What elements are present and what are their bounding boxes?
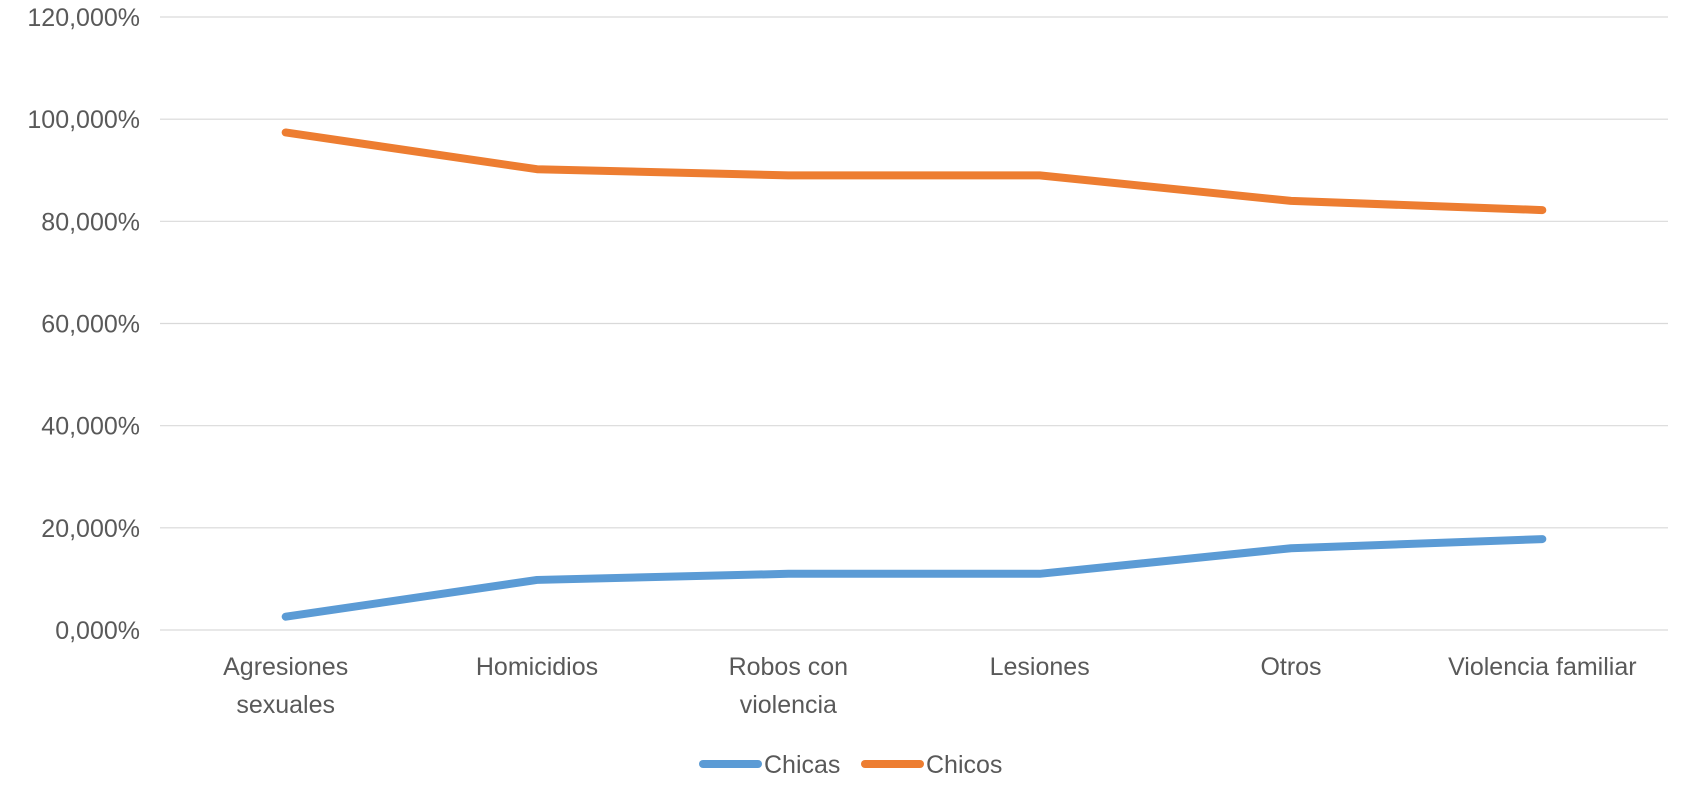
series-lines — [281, 128, 1547, 621]
x-tick-label: Homicidios — [476, 653, 598, 681]
legend: Chicas Chicos — [699, 751, 1002, 779]
series-line-chicos — [281, 128, 1547, 215]
y-tick-label: 60,000% — [41, 311, 140, 339]
y-tick-label: 120,000% — [27, 4, 140, 32]
y-tick-label: 20,000% — [41, 515, 140, 543]
x-tick-label: Otros — [1260, 653, 1321, 681]
x-tick-label: Violencia familiar — [1448, 653, 1637, 681]
x-axis-tick-labels: Agresiones sexuales Homicidios Robos con vio… — [223, 653, 1636, 719]
y-tick-label: 0,000% — [55, 617, 140, 645]
x-tick-label: Lesiones — [990, 653, 1090, 681]
x-tick-label: Agresiones sexuales — [223, 653, 348, 719]
y-tick-label: 40,000% — [41, 413, 140, 441]
series-line-chicas — [281, 535, 1547, 621]
x-tick-label: Robos con violencia — [729, 653, 849, 719]
y-axis-tick-labels: 0,000% 20,000% 40,000% 60,000% 80,000% 100,00… — [27, 4, 140, 645]
gridlines — [160, 16, 1668, 631]
legend-label-chicas: Chicas — [764, 751, 840, 779]
legend-label-chicos: Chicos — [926, 751, 1002, 779]
y-tick-label: 80,000% — [41, 208, 140, 236]
y-tick-label: 100,000% — [27, 106, 140, 134]
